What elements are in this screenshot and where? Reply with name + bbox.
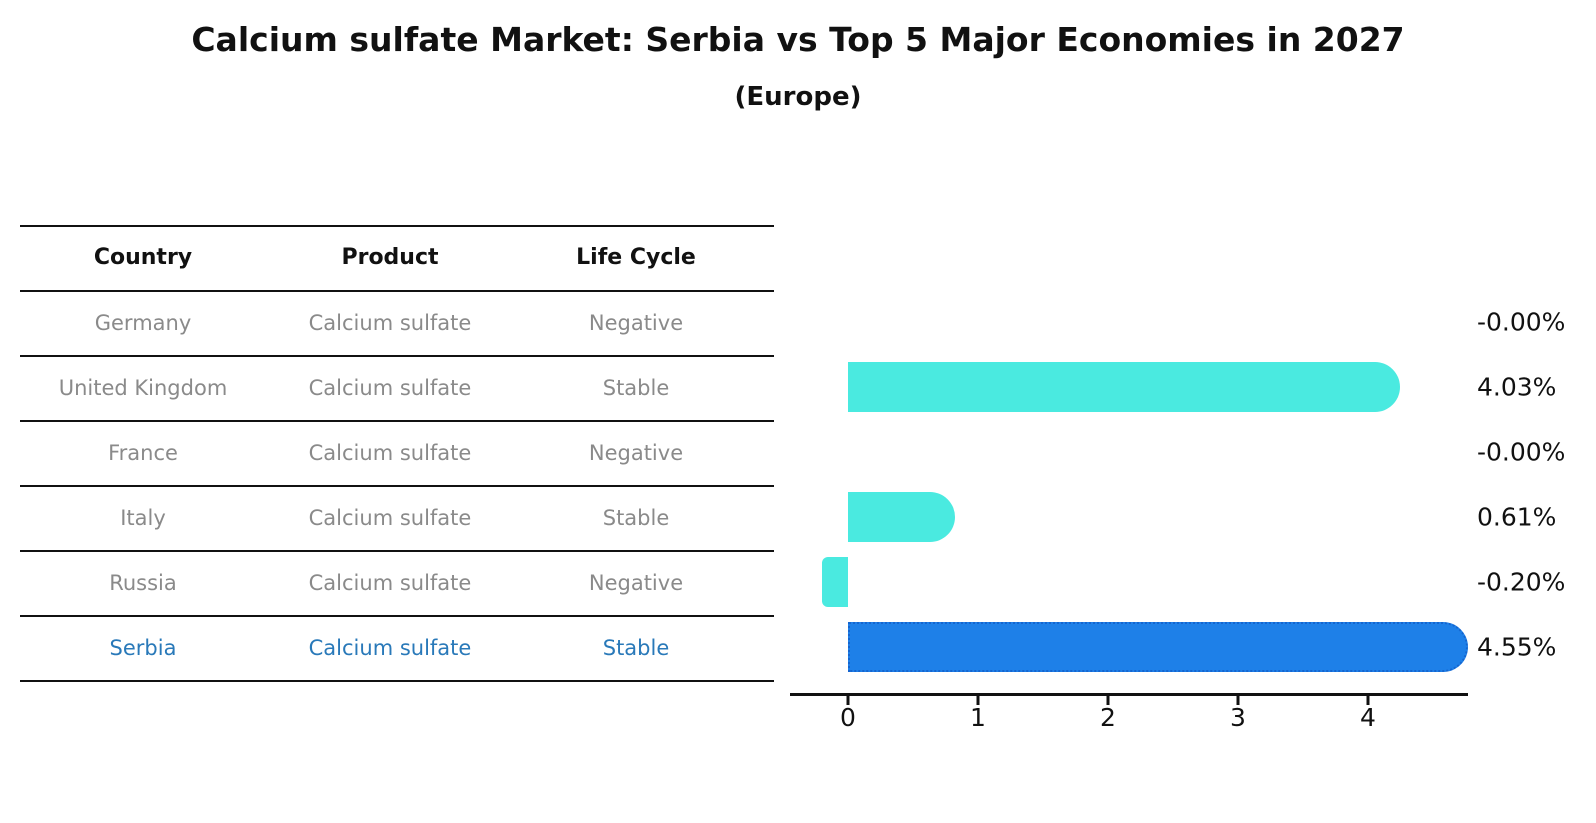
- cell-country: Italy: [120, 505, 166, 530]
- table-row-rule: [20, 550, 774, 552]
- bar-highlight: [848, 622, 1468, 672]
- cell-product: Calcium sulfate: [308, 375, 472, 400]
- table-row: United Kingdom Calcium sulfate Stable: [20, 356, 774, 419]
- value-label: -0.00%: [1477, 307, 1566, 337]
- x-tick: [1106, 696, 1110, 705]
- value-label: 4.03%: [1477, 372, 1557, 402]
- value-label: -0.20%: [1477, 567, 1566, 597]
- table-row: Russia Calcium sulfate Negative: [20, 551, 774, 614]
- table-row-rule: [20, 485, 774, 487]
- table-row-rule: [20, 290, 774, 292]
- cell-product: Calcium sulfate: [308, 440, 472, 465]
- table-row: Italy Calcium sulfate Stable: [20, 486, 774, 549]
- cell-country: Germany: [94, 310, 192, 335]
- table-bottom-rule: [20, 680, 774, 682]
- x-axis-line: [790, 693, 1468, 696]
- cell-product: Calcium sulfate: [308, 310, 472, 335]
- cell-country: Russia: [109, 570, 177, 595]
- x-tick-label: 4: [1360, 703, 1376, 732]
- cell-life-cycle: Stable: [602, 505, 670, 530]
- cell-life-cycle: Stable: [602, 635, 670, 660]
- x-tick: [1236, 696, 1240, 705]
- cell-product: Calcium sulfate: [308, 570, 472, 595]
- x-tick-label: 1: [970, 703, 986, 732]
- bar: [848, 362, 1400, 412]
- column-header-life-cycle: Life Cycle: [576, 245, 696, 270]
- x-tick-label: 0: [840, 703, 856, 732]
- column-header-product: Product: [341, 245, 439, 270]
- cell-product: Calcium sulfate: [308, 505, 472, 530]
- table-row: Serbia Calcium sulfate Stable: [20, 616, 774, 679]
- x-tick: [1366, 696, 1370, 705]
- table-row-rule: [20, 615, 774, 617]
- cell-product: Calcium sulfate: [308, 635, 472, 660]
- table-row-rule: [20, 420, 774, 422]
- table-row: Germany Calcium sulfate Negative: [20, 291, 774, 354]
- cell-country: France: [108, 440, 178, 465]
- table-top-rule: [20, 225, 774, 227]
- cell-country: Serbia: [109, 635, 177, 660]
- chart-title: Calcium sulfate Market: Serbia vs Top 5 …: [191, 20, 1405, 59]
- cell-life-cycle: Stable: [602, 375, 670, 400]
- value-label: 0.61%: [1477, 502, 1557, 532]
- column-header-country: Country: [93, 245, 193, 270]
- x-tick-label: 3: [1230, 703, 1246, 732]
- x-tick-label: 2: [1100, 703, 1116, 732]
- cell-life-cycle: Negative: [588, 570, 684, 595]
- x-tick: [846, 696, 850, 705]
- table-row-rule: [20, 355, 774, 357]
- cell-life-cycle: Negative: [588, 440, 684, 465]
- cell-life-cycle: Negative: [588, 310, 684, 335]
- value-label: 4.55%: [1477, 632, 1557, 662]
- cell-country: United Kingdom: [58, 375, 228, 400]
- bar: [822, 557, 848, 607]
- bar: [848, 492, 956, 542]
- value-label: -0.00%: [1477, 437, 1566, 467]
- chart-subtitle: (Europe): [734, 82, 862, 112]
- table-row: France Calcium sulfate Negative: [20, 421, 774, 484]
- table-header-row: Country Product Life Cycle: [20, 226, 774, 289]
- x-tick: [976, 696, 980, 705]
